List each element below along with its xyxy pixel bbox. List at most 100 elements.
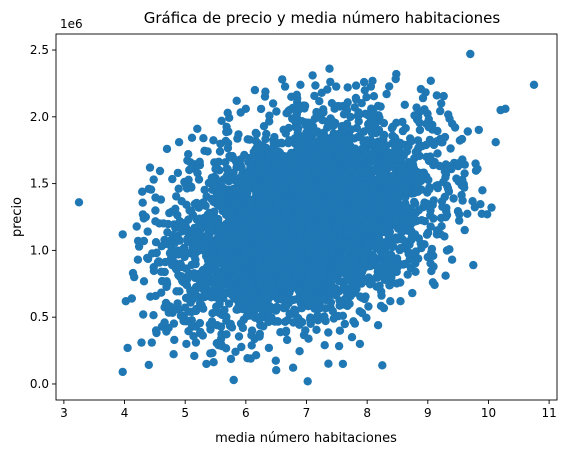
scatter-point (185, 165, 194, 175)
scatter-point (351, 144, 360, 153)
scatter-point (331, 130, 340, 140)
scatter-point (218, 289, 228, 298)
chart-title: Gráfica de precio y media número habitac… (144, 9, 501, 27)
scatter-point (209, 358, 218, 367)
scatter-point (393, 211, 403, 220)
scatter-point (189, 332, 198, 341)
scatter-point (428, 278, 438, 287)
scatter-point (336, 147, 345, 157)
scatter-point (280, 82, 290, 91)
scatter-point (424, 175, 433, 185)
scatter-point (331, 285, 340, 294)
scatter-point (272, 302, 282, 312)
scatter-point (251, 136, 260, 145)
scatter-point (324, 165, 333, 175)
scatter-point (328, 229, 337, 238)
scatter-point (231, 347, 240, 356)
scatter-point (455, 216, 464, 225)
scatter-point (151, 291, 160, 301)
scatter-point (401, 124, 410, 133)
scatter-point (240, 293, 250, 302)
scatter-point (449, 194, 458, 203)
scatter-point (149, 175, 158, 184)
scatter-point (357, 267, 367, 277)
scatter-point (259, 322, 268, 331)
scatter-point (433, 183, 442, 193)
scatter-point (343, 246, 352, 256)
scatter-point (229, 273, 238, 282)
scatter-point (270, 160, 279, 170)
scatter-point (297, 117, 307, 126)
scatter-point (205, 320, 214, 329)
scatter-point (175, 272, 185, 282)
scatter-point (327, 247, 336, 257)
scatter-point (138, 187, 147, 196)
scatter-point (290, 178, 300, 188)
scatter-point (248, 245, 258, 254)
scatter-point (330, 178, 340, 187)
scatter-point (358, 213, 367, 222)
scatter-point (227, 232, 237, 241)
scatter-point (319, 132, 328, 141)
scatter-point (279, 152, 289, 161)
scatter-point (309, 196, 318, 205)
scatter-point (263, 197, 273, 206)
scatter-point (168, 231, 178, 240)
scatter-point (281, 302, 291, 311)
scatter-point (221, 158, 230, 167)
scatter-point (195, 318, 205, 328)
scatter-point (118, 367, 127, 377)
scatter-point (426, 211, 435, 220)
scatter-point (242, 170, 251, 179)
scatter-point (269, 138, 278, 148)
scatter-point (293, 147, 303, 156)
scatter-point (290, 116, 300, 126)
scatter-point (264, 305, 273, 314)
scatter-point (405, 204, 415, 213)
scatter-point (216, 241, 226, 250)
scatter-point (164, 219, 173, 229)
scatter-point (229, 168, 238, 177)
scatter-point (137, 338, 146, 347)
scatter-point (261, 215, 271, 224)
scatter-point (237, 209, 247, 219)
scatter-point (304, 302, 313, 311)
scatter-point (343, 98, 352, 107)
scatter-point (231, 198, 241, 208)
scatter-point (204, 178, 214, 188)
scatter-point (172, 287, 181, 296)
scatter-point (288, 281, 297, 291)
scatter-point (227, 290, 237, 300)
scatter-point (255, 281, 264, 290)
scatter-point (291, 267, 300, 277)
scatter-point (321, 184, 330, 193)
scatter-point (210, 238, 219, 247)
scatter-point (127, 294, 136, 303)
scatter-point (415, 118, 424, 127)
scatter-point (391, 218, 400, 227)
scatter-point (307, 139, 316, 148)
scatter-point (238, 323, 248, 333)
scatter-point (429, 196, 438, 205)
scatter-point (358, 277, 367, 287)
scatter-point (351, 81, 361, 90)
scatter-point (169, 350, 178, 359)
scatter-point (404, 142, 413, 151)
scatter-point (227, 254, 237, 263)
scatter-point (320, 312, 329, 321)
scatter-point (304, 334, 313, 343)
scatter-point (457, 134, 467, 144)
scatter-point (202, 231, 212, 240)
scatter-point (388, 131, 397, 140)
scatter-point (199, 198, 208, 207)
scatter-point (223, 139, 233, 148)
scatter-point (208, 246, 218, 255)
scatter-point (139, 277, 149, 286)
scatter-point (327, 270, 336, 280)
scatter-point (360, 86, 369, 95)
scatter-point (347, 175, 356, 184)
scatter-point (161, 257, 170, 267)
scatter-point (333, 187, 343, 196)
scatter-point (318, 141, 328, 151)
scatter-point (338, 311, 348, 320)
